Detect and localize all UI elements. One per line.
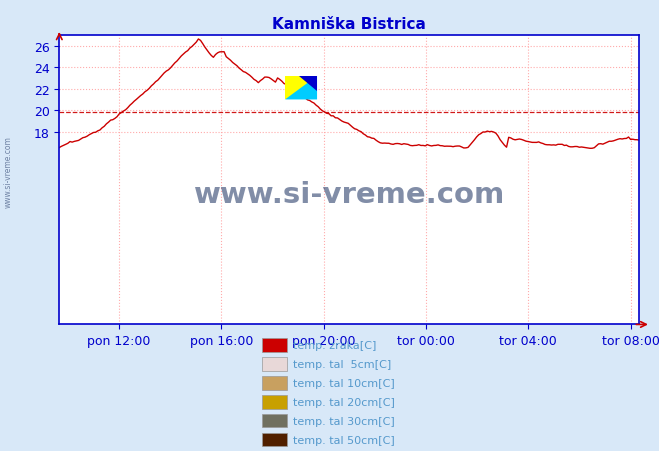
Bar (285, 77, 317, 100)
Text: www.si-vreme.com: www.si-vreme.com (194, 181, 505, 209)
Polygon shape (299, 77, 317, 92)
Text: temp. tal 50cm[C]: temp. tal 50cm[C] (293, 435, 395, 445)
Text: temp. tal 10cm[C]: temp. tal 10cm[C] (293, 378, 395, 388)
Text: temp. tal 30cm[C]: temp. tal 30cm[C] (293, 416, 395, 426)
Text: temp. tal  5cm[C]: temp. tal 5cm[C] (293, 359, 391, 369)
Text: temp. zraka[C]: temp. zraka[C] (293, 340, 377, 350)
Text: www.si-vreme.com: www.si-vreme.com (3, 135, 13, 207)
Polygon shape (285, 77, 317, 100)
Title: Kamniška Bistrica: Kamniška Bistrica (272, 17, 426, 32)
Text: temp. tal 20cm[C]: temp. tal 20cm[C] (293, 397, 395, 407)
